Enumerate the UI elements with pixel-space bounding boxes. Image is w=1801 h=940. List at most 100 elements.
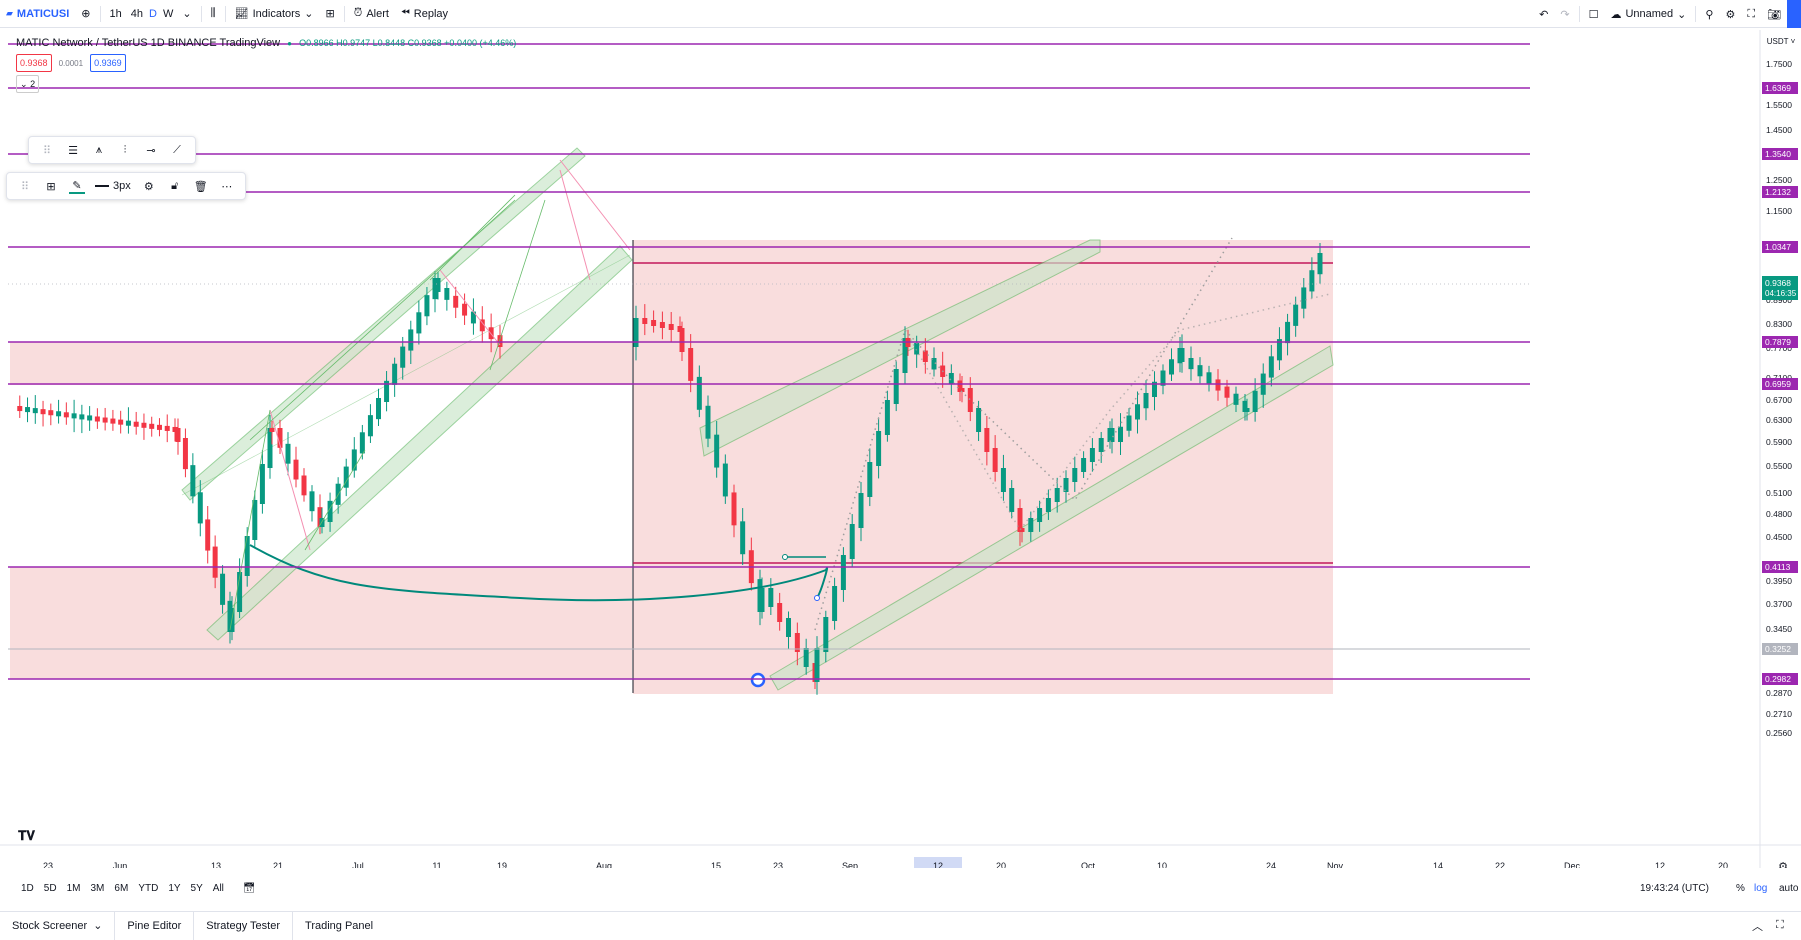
chart-type-button[interactable]: ⫼ <box>205 0 222 28</box>
projection-icon[interactable]: ⫶ <box>123 143 127 156</box>
pink-trend-line[interactable] <box>559 159 631 251</box>
candle[interactable] <box>714 434 720 468</box>
candle[interactable] <box>1160 370 1166 386</box>
layout-menu[interactable]: ☁︎ Unnamed ⌄ <box>1604 0 1692 28</box>
candle[interactable] <box>343 466 349 488</box>
candle[interactable] <box>149 423 155 429</box>
curve-drawing[interactable] <box>249 544 828 602</box>
candle[interactable] <box>479 319 485 332</box>
candle[interactable] <box>1285 321 1291 344</box>
interval-dropdown[interactable]: ⌄ <box>176 0 197 28</box>
more-icon[interactable]: ⋯ <box>221 180 233 193</box>
line-width-button[interactable]: 3px <box>95 180 131 192</box>
candle[interactable] <box>110 418 116 424</box>
candle[interactable] <box>212 546 218 578</box>
candle[interactable] <box>1019 528 1025 532</box>
candle[interactable] <box>359 432 365 454</box>
range-all[interactable]: All <box>212 882 224 894</box>
range-1d[interactable]: 1D <box>21 882 34 894</box>
candle[interactable] <box>424 295 430 317</box>
candle[interactable] <box>1017 508 1023 532</box>
range-1m[interactable]: 1M <box>66 882 81 894</box>
supply-demand-zone[interactable] <box>633 240 1333 694</box>
candle[interactable] <box>94 416 100 422</box>
candle[interactable] <box>679 328 685 352</box>
candle[interactable] <box>376 398 381 420</box>
parallel-channel[interactable] <box>181 147 586 501</box>
candle[interactable] <box>1126 415 1132 431</box>
candle[interactable] <box>705 405 711 439</box>
candle[interactable] <box>462 303 468 316</box>
candle[interactable] <box>269 428 275 432</box>
tab-pine-editor[interactable]: Pine Editor <box>115 911 195 940</box>
range-ytd[interactable]: YTD <box>138 882 159 894</box>
candle[interactable] <box>444 288 450 300</box>
candle[interactable] <box>205 519 211 551</box>
tab-stock-screener[interactable]: Stock Screener ⌄ <box>0 911 116 940</box>
candle[interactable] <box>840 555 846 590</box>
candle[interactable] <box>832 586 838 621</box>
candle[interactable] <box>959 388 965 392</box>
interval-w[interactable]: W <box>162 7 174 20</box>
candle[interactable] <box>237 572 243 612</box>
candle[interactable] <box>794 633 800 652</box>
candle[interactable] <box>435 278 441 292</box>
anchor-point[interactable] <box>814 595 820 601</box>
candle[interactable] <box>1037 508 1043 522</box>
candle[interactable] <box>849 524 855 559</box>
pink-trend-line[interactable] <box>559 169 591 281</box>
candle[interactable] <box>453 295 459 308</box>
undo-button[interactable]: ↶ <box>1533 0 1554 28</box>
candle[interactable] <box>922 350 928 363</box>
candle[interactable] <box>1179 348 1185 362</box>
candle[interactable] <box>182 438 188 470</box>
candle[interactable] <box>416 312 422 334</box>
interval-4h[interactable]: 4h <box>130 7 143 20</box>
candle[interactable] <box>87 415 93 421</box>
candle[interactable] <box>172 426 178 432</box>
candle[interactable] <box>432 278 438 300</box>
log-toggle[interactable]: log <box>1754 882 1768 894</box>
range-6m[interactable]: 6M <box>114 882 129 894</box>
candle[interactable] <box>351 449 357 471</box>
interval-1h[interactable]: 1h <box>109 7 122 20</box>
candle[interactable] <box>1045 498 1051 512</box>
trash-icon[interactable]: 🗑︎ <box>193 180 208 193</box>
green-trend-line[interactable] <box>429 194 516 281</box>
candle[interactable] <box>63 412 69 418</box>
indicators-button[interactable]: 📈︎ Indicators ⌄ <box>229 0 320 28</box>
candle[interactable] <box>1242 400 1248 412</box>
candle[interactable] <box>156 424 162 430</box>
time-axis[interactable]: 23 Jun 13 21 Jul 11 19 Aug 15 23 Sep 12 20 Oct 10 24 Nov… <box>43 857 1788 875</box>
candle[interactable] <box>858 493 864 528</box>
candle[interactable] <box>659 322 665 328</box>
candle[interactable] <box>470 311 476 324</box>
candle[interactable] <box>814 648 820 682</box>
candle[interactable] <box>25 407 31 413</box>
candle[interactable] <box>497 335 503 347</box>
candle[interactable] <box>884 400 890 435</box>
search-button[interactable]: ⚲ <box>1699 0 1719 28</box>
supply-demand-zone[interactable] <box>10 567 632 679</box>
candle[interactable] <box>957 380 963 393</box>
candle[interactable] <box>1197 365 1203 377</box>
price-axis[interactable]: USDT ˅1.75001.55001.45001.25001.15000.89… <box>1762 36 1800 738</box>
candle[interactable] <box>293 459 299 480</box>
candle[interactable] <box>948 373 954 385</box>
candle[interactable] <box>197 492 203 524</box>
templates-button[interactable]: ⊞ <box>320 0 341 28</box>
tradingview-logo[interactable]: 𝐓𝐕 <box>18 828 35 844</box>
candle[interactable] <box>1000 468 1006 492</box>
candle[interactable] <box>967 388 973 412</box>
candle[interactable] <box>1009 488 1015 512</box>
trend-line-icon[interactable]: ⟋ <box>173 143 181 156</box>
candle[interactable] <box>651 320 657 326</box>
green-trend-line[interactable] <box>304 449 366 551</box>
select-layout-button[interactable]: ☐ <box>1583 0 1605 28</box>
chart-canvas[interactable]: USDT ˅1.75001.55001.45001.25001.15000.89… <box>0 30 1801 875</box>
candle[interactable] <box>1135 404 1140 420</box>
publish-button[interactable] <box>1787 0 1801 28</box>
candle[interactable] <box>125 420 131 426</box>
currency-label[interactable]: USDT ˅ <box>1767 37 1796 46</box>
candle[interactable] <box>1301 287 1307 309</box>
